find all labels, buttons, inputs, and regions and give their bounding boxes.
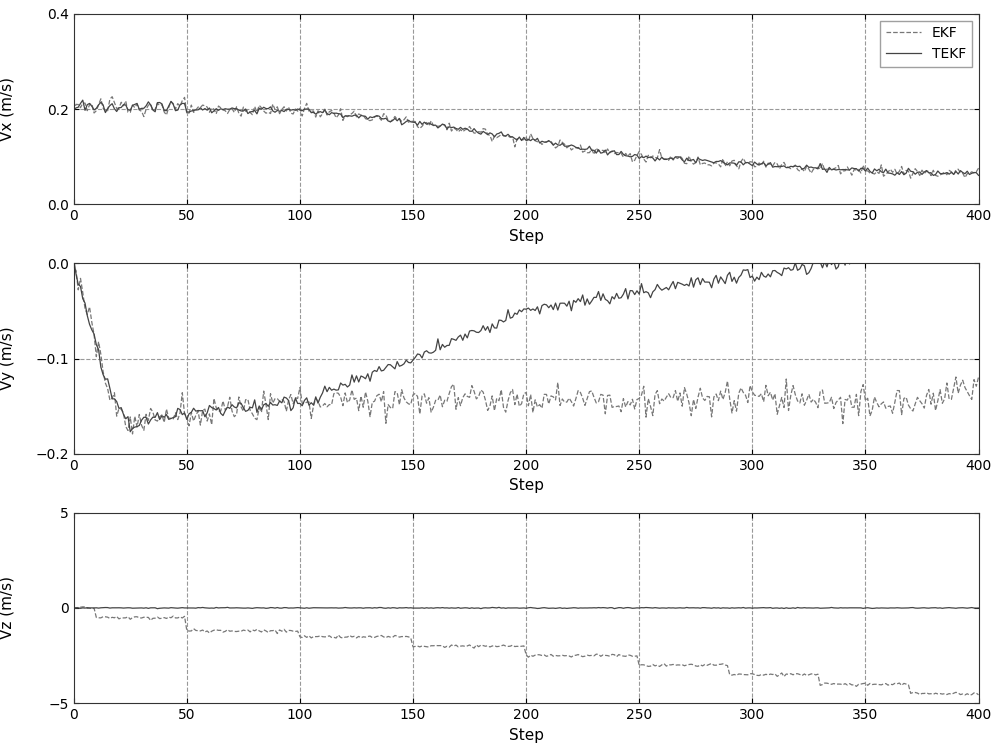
EKF [733,669,745,678]
EKF [647,152,659,161]
X-axis label: Step: Step [509,478,544,493]
TEKF [151,604,163,613]
EKF [568,402,580,411]
EKF [565,146,577,155]
X-axis label: Step: Step [509,728,544,743]
TEKF [527,603,539,612]
Line: TEKF: TEKF [74,231,979,432]
TEKF [735,604,747,613]
TEKF [493,603,505,612]
EKF [733,164,745,173]
TEKF [647,288,659,297]
EKF [68,604,80,613]
EKF [70,266,82,275]
EKF [647,660,659,669]
EKF [68,266,80,275]
TEKF [733,273,745,282]
EKF [190,411,202,420]
EKF [735,383,747,392]
TEKF [396,361,408,370]
TEKF [525,136,537,145]
TEKF [77,95,89,104]
EKF [973,690,985,699]
TEKF [649,603,661,612]
Line: EKF: EKF [74,607,979,695]
EKF [188,624,200,633]
TEKF [525,306,537,315]
EKF [127,430,139,439]
EKF [905,173,917,182]
TEKF [188,404,200,413]
TEKF [565,306,577,315]
EKF [106,92,118,101]
TEKF [568,603,580,612]
EKF [527,408,539,417]
TEKF [733,157,745,166]
EKF [649,390,661,399]
TEKF [973,171,985,180]
TEKF [973,228,985,237]
EKF [963,691,975,700]
TEKF [968,227,980,236]
EKF [973,372,985,382]
EKF [525,129,537,138]
EKF [973,164,985,173]
Legend: EKF, TEKF: EKF, TEKF [880,21,972,67]
EKF [68,107,80,116]
TEKF [68,255,80,264]
EKF [565,653,577,662]
TEKF [396,603,408,612]
EKF [398,394,410,403]
EKF [525,650,537,659]
TEKF [68,105,80,114]
X-axis label: Step: Step [509,229,544,244]
Line: EKF: EKF [74,97,979,178]
EKF [188,108,200,117]
Y-axis label: Vz (m/s): Vz (m/s) [0,577,15,639]
Y-axis label: Vx (m/s): Vx (m/s) [0,77,15,141]
TEKF [68,604,80,613]
Y-axis label: Vy (m/s): Vy (m/s) [0,327,15,391]
EKF [396,632,408,641]
TEKF [124,427,136,436]
TEKF [973,604,985,613]
EKF [396,117,408,126]
TEKF [188,106,200,115]
Line: TEKF: TEKF [74,100,979,176]
TEKF [647,153,659,162]
TEKF [927,171,939,180]
TEKF [396,120,408,129]
TEKF [565,140,577,149]
TEKF [188,604,200,613]
Line: EKF: EKF [74,270,979,434]
EKF [77,602,89,611]
